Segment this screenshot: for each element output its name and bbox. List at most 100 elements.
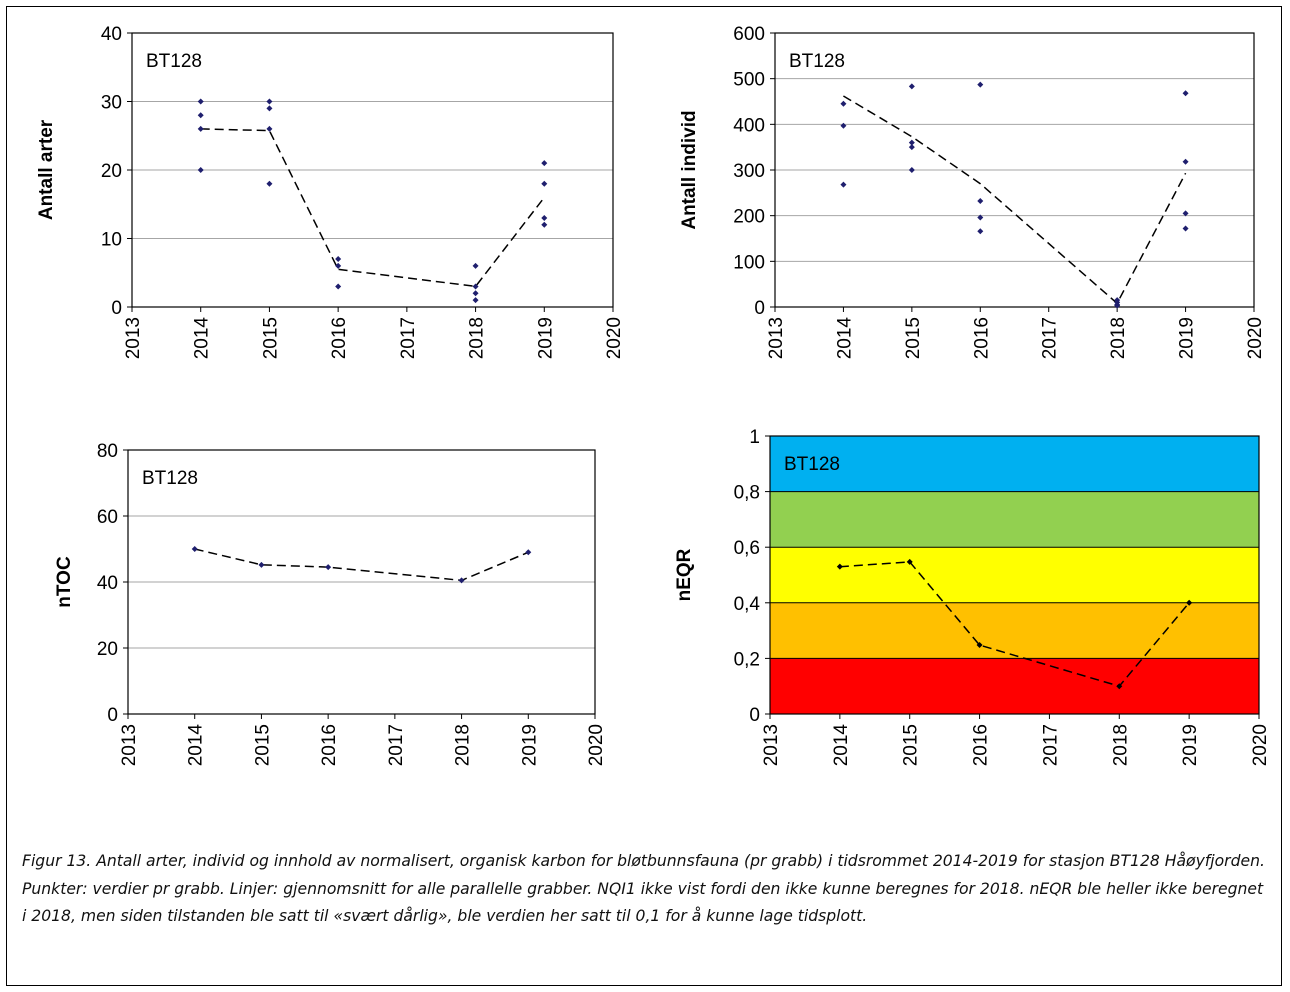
data-point — [472, 297, 479, 304]
x-tick-label: 2013 — [119, 724, 140, 766]
data-point — [840, 181, 847, 188]
x-tick-label: 2013 — [761, 724, 782, 766]
data-point — [541, 160, 548, 167]
x-tick-label: 2020 — [1245, 317, 1266, 359]
y-axis-label: Antall arter — [36, 119, 57, 220]
y-tick-label: 100 — [733, 252, 765, 273]
data-point — [840, 100, 847, 107]
figure-frame — [6, 6, 1282, 986]
x-tick-label: 2017 — [1040, 317, 1061, 359]
y-tick-label: 0,6 — [734, 538, 760, 559]
data-point — [472, 283, 479, 290]
data-point — [191, 546, 198, 552]
y-tick-label: 40 — [97, 573, 118, 594]
y-tick-label: 0 — [107, 705, 118, 726]
data-point — [525, 549, 532, 556]
plot-frame — [774, 32, 1255, 308]
x-tick-label: 2018 — [453, 724, 474, 766]
data-point — [1182, 158, 1189, 165]
x-tick-label: 2013 — [123, 317, 144, 359]
y-tick-label: 0 — [111, 298, 122, 319]
data-point — [541, 180, 548, 187]
data-point — [472, 262, 479, 269]
y-tick-label: 10 — [101, 230, 122, 251]
x-tick-label: 2019 — [1177, 317, 1198, 359]
data-point — [908, 144, 915, 151]
data-point — [197, 112, 204, 119]
data-point — [266, 105, 273, 112]
y-tick-label: 20 — [97, 639, 118, 660]
data-point — [266, 180, 273, 187]
x-tick-label: 2017 — [398, 317, 419, 359]
x-tick-label: 2014 — [834, 317, 855, 360]
data-point — [325, 564, 332, 571]
y-tick-label: 0,2 — [734, 649, 760, 670]
data-point — [908, 167, 915, 173]
quality-band — [770, 491, 1259, 548]
x-tick-label: 2013 — [766, 317, 787, 359]
data-point — [976, 642, 983, 649]
x-tick-label: 2016 — [329, 317, 350, 359]
chart-antall-arter: 0 10 20 30 40 2013 2014 2015 2016 2017 2018 2019 202… — [36, 24, 625, 359]
x-tick-label: 2015 — [252, 724, 273, 766]
x-tick-label: 2016 — [319, 724, 340, 766]
data-point — [197, 98, 204, 105]
quality-band — [770, 436, 1259, 492]
data-point — [836, 563, 843, 570]
x-tick-label: 2014 — [831, 724, 852, 767]
x-tick-label: 2018 — [1108, 317, 1129, 359]
data-point — [1114, 302, 1121, 309]
y-tick-label: 400 — [733, 115, 765, 136]
y-tick-label: 0 — [749, 705, 760, 726]
plot-frame — [131, 32, 614, 308]
y-tick-label: 0,8 — [734, 483, 760, 504]
x-tick-label: 2014 — [186, 724, 207, 767]
chart-antall-individ: 0 100 200 300 400 500 600 2013 2014 2015 2016 2017 2… — [679, 24, 1266, 359]
data-point — [541, 221, 548, 228]
x-tick-label: 2016 — [971, 317, 992, 359]
y-tick-label: 300 — [733, 161, 765, 182]
x-tick-label: 2019 — [535, 317, 556, 359]
x-tick-label: 2020 — [604, 317, 625, 359]
data-point — [977, 228, 984, 235]
data-point — [472, 290, 479, 297]
x-tick-label: 2020 — [586, 724, 607, 766]
x-tick-label: 2015 — [260, 317, 281, 359]
y-tick-label: 0,4 — [734, 594, 761, 615]
x-tick-label: 2017 — [386, 724, 407, 766]
data-point — [977, 214, 984, 221]
y-axis-label: Antall individ — [679, 110, 700, 229]
quality-band — [770, 658, 1259, 714]
x-tick-label: 2015 — [901, 724, 922, 766]
y-tick-label: 60 — [97, 507, 118, 528]
data-point — [908, 139, 915, 146]
data-point — [335, 256, 342, 263]
y-tick-label: 1 — [749, 427, 760, 448]
mean-line — [200, 128, 545, 288]
data-point — [977, 81, 984, 88]
data-point — [1186, 599, 1193, 606]
data-point — [258, 561, 265, 568]
data-point — [541, 214, 548, 221]
plot-frame — [769, 435, 1260, 715]
x-tick-label: 2018 — [1110, 724, 1131, 766]
y-tick-label: 30 — [101, 93, 122, 114]
data-point — [458, 577, 465, 584]
data-point — [1116, 683, 1123, 690]
data-point — [335, 262, 342, 269]
y-tick-label: 200 — [733, 207, 765, 228]
panel-title: BT128 — [142, 468, 198, 489]
x-tick-label: 2017 — [1040, 724, 1061, 766]
mean-line — [843, 95, 1187, 305]
data-point — [197, 167, 204, 173]
data-point — [840, 122, 847, 129]
panel-title: BT128 — [146, 51, 202, 72]
panel-title: BT128 — [789, 51, 845, 72]
data-point — [266, 125, 273, 132]
x-tick-label: 2018 — [467, 317, 488, 359]
y-tick-label: 0 — [754, 298, 765, 319]
y-tick-label: 500 — [733, 70, 765, 91]
data-point — [266, 98, 273, 105]
y-tick-label: 40 — [101, 24, 122, 45]
